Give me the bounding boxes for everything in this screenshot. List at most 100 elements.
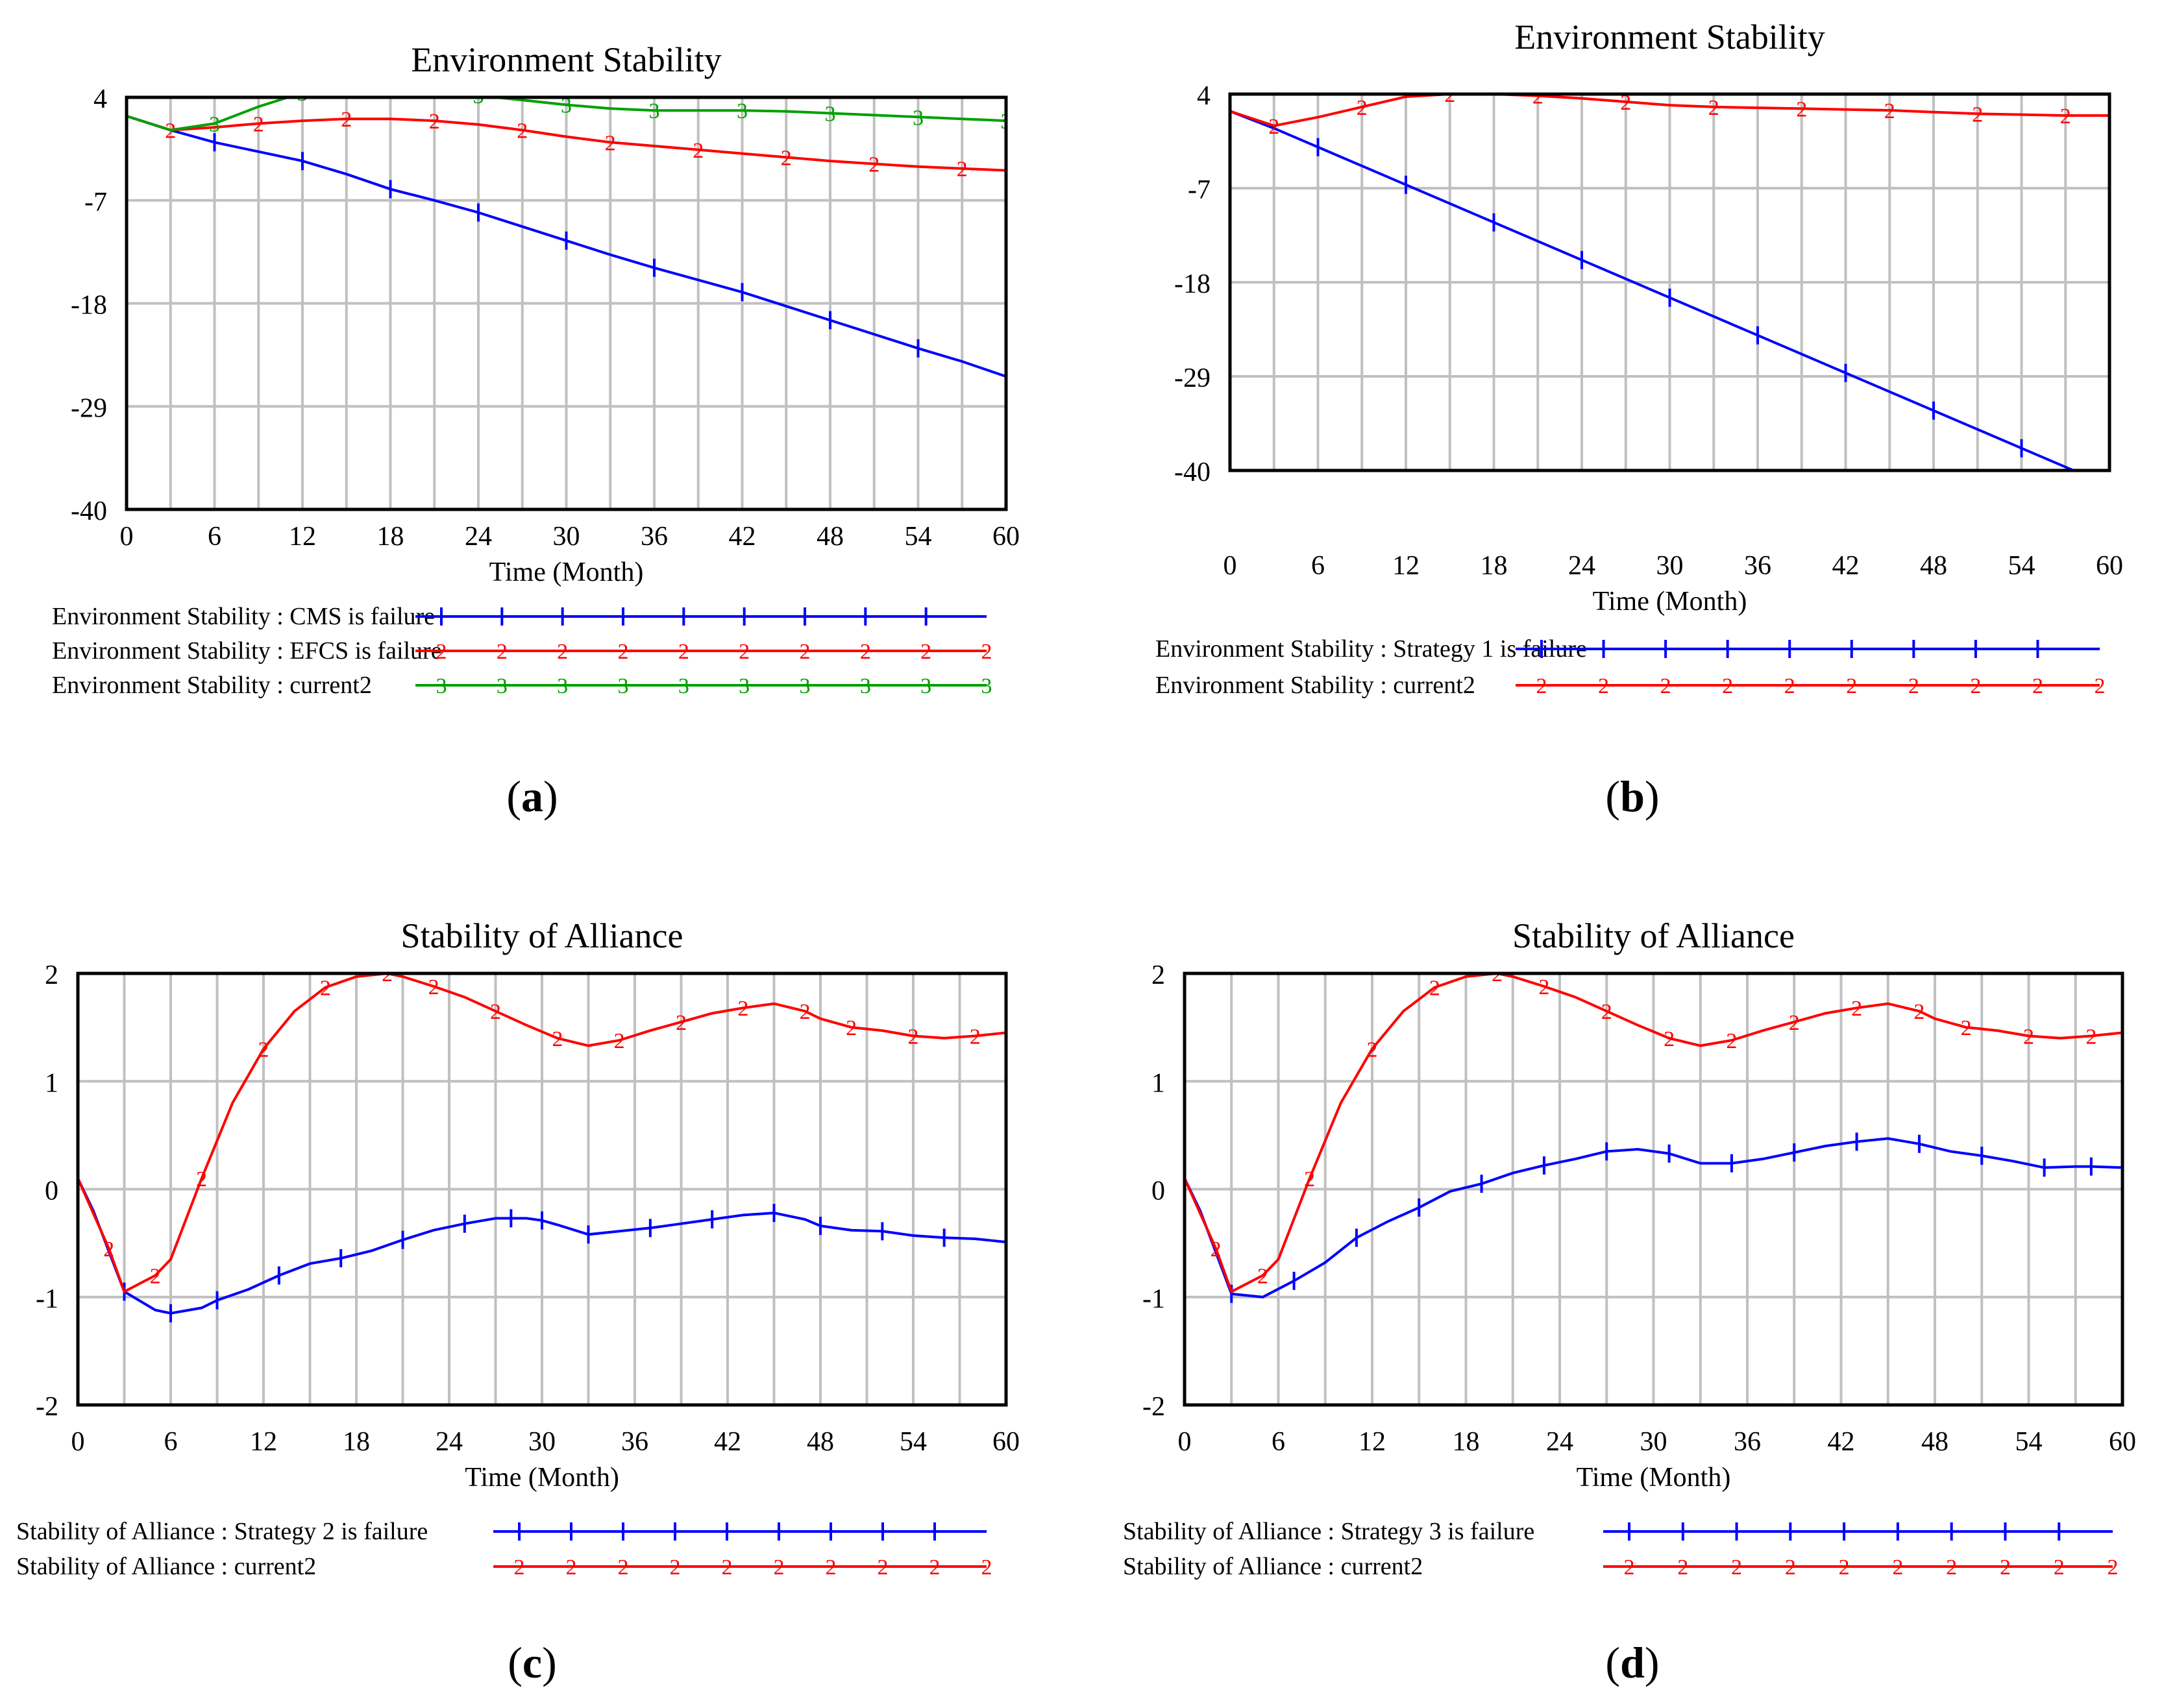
x-tick-label: 0: [120, 522, 134, 552]
data-point-marker: 3: [561, 94, 572, 118]
plot-area: 2 2 2 2 22 2 2 2 233 3 3 3 3 3 3 3 3: [127, 77, 1006, 386]
x-axis-label: Time (Month): [489, 557, 644, 587]
y-tick-label: 0: [45, 1177, 58, 1206]
x-axis-label: Time (Month): [465, 1463, 619, 1493]
y-tick-label: -29: [71, 393, 107, 423]
data-point-marker: 2: [957, 158, 968, 182]
x-tick-label: 0: [1223, 551, 1237, 581]
data-point-marker: 2: [737, 997, 748, 1021]
data-point-marker: 2: [1492, 962, 1503, 986]
data-point-marker: 2: [781, 146, 792, 170]
data-point-marker: 3: [737, 99, 748, 123]
x-tick-label: 12: [1392, 551, 1420, 581]
legend-marker: 2: [497, 640, 508, 664]
legend-marker: 2: [557, 640, 568, 664]
legend-marker: 2: [1839, 1556, 1850, 1580]
legend-marker: 2: [722, 1556, 733, 1580]
data-point-marker: 2: [1532, 85, 1543, 109]
legend-marker: 2: [981, 1556, 992, 1580]
data-point-marker: 2: [490, 1000, 501, 1024]
x-tick-label: 60: [992, 522, 1020, 552]
x-tick-label: 30: [528, 1427, 556, 1457]
plot-frame: [125, 95, 1008, 511]
x-tick-label: 24: [1568, 551, 1595, 581]
data-point-marker: 2: [1972, 103, 1983, 127]
data-point-marker: 3: [385, 77, 396, 101]
chart-title: Stability of Alliance: [401, 916, 683, 955]
panel-label: (d): [1605, 1638, 1659, 1687]
legend-marker: 2: [920, 640, 931, 664]
chart-panel-b: Environment Stability 4 -7 -18 -29 -40 0 6 12 18 2…: [1155, 18, 2123, 821]
series-line-1: [78, 1178, 1006, 1315]
legend-marker: 2: [1846, 674, 1857, 698]
legend-marker: 2: [981, 640, 992, 664]
data-point-marker: 3: [473, 84, 484, 108]
x-tick-label: 30: [1640, 1427, 1667, 1457]
y-tick-label: -2: [1142, 1392, 1165, 1422]
series-line-2: [1230, 94, 2109, 127]
data-point-marker: 3: [825, 103, 836, 127]
x-tick-label: 36: [1744, 551, 1771, 581]
series-line-2: [78, 973, 1006, 1294]
data-point-marker: 2: [868, 152, 879, 177]
y-tick-label: -29: [1174, 363, 1211, 393]
data-point-marker: 2: [2060, 104, 2071, 128]
data-point-marker: 2: [1268, 115, 1279, 139]
gridlines: [1185, 972, 2122, 1406]
data-point-marker: 2: [1304, 1167, 1315, 1191]
legend-marker: 2: [1598, 674, 1609, 698]
legend-marker: 2: [774, 1556, 785, 1580]
y-tick-label: -7: [84, 188, 107, 217]
data-point-marker: 2: [846, 1016, 857, 1040]
x-tick-label: 54: [900, 1427, 927, 1457]
x-tick-label: 42: [729, 522, 756, 552]
y-tick-label: -1: [1142, 1284, 1165, 1314]
legend-marker: 2: [1892, 1556, 1903, 1580]
data-point-marker: 3: [649, 99, 660, 123]
x-tick-label: 60: [992, 1427, 1020, 1457]
legend-marker: 2: [1784, 674, 1795, 698]
x-tick-label: 0: [71, 1427, 85, 1457]
y-tick-label: 2: [1151, 960, 1165, 990]
legend-marker: 2: [514, 1556, 525, 1580]
legend-marker: 3: [981, 674, 992, 698]
legend-marker: 2: [1785, 1556, 1796, 1580]
data-point-marker: 2: [428, 975, 439, 999]
panel-label: (c): [508, 1638, 557, 1687]
x-tick-label: 12: [1359, 1427, 1386, 1457]
x-tick-label: 42: [1828, 1427, 1855, 1457]
x-tick-label: 18: [377, 522, 404, 552]
legend-entry-label: Stability of Alliance : current2: [16, 1553, 316, 1580]
legend-marker: 2: [436, 640, 447, 664]
data-point-marker: 2: [1789, 1011, 1800, 1035]
x-tick-label: 60: [2109, 1427, 2136, 1457]
x-tick-label: 54: [905, 522, 932, 552]
data-point-marker: 2: [258, 1038, 269, 1062]
legend-entry-label: Environment Stability : current2: [52, 672, 372, 699]
data-point-marker: 2: [1851, 997, 1862, 1021]
data-point-marker: 2: [150, 1265, 161, 1289]
data-point-marker: 2: [1884, 99, 1895, 123]
data-point-marker: 2: [1664, 1027, 1675, 1051]
y-tick-label: 2: [45, 960, 58, 990]
x-tick-label: 24: [1546, 1427, 1573, 1457]
data-point-marker: 2: [970, 1025, 981, 1049]
legend-marker: 2: [1946, 1556, 1957, 1580]
x-tick-label: 18: [343, 1427, 370, 1457]
y-tick-label: -40: [71, 496, 107, 526]
x-tick-label: 18: [1481, 551, 1508, 581]
data-point-marker: 2: [1429, 977, 1440, 1001]
panel-label: (b): [1605, 772, 1659, 821]
x-tick-label: 24: [436, 1427, 463, 1457]
x-tick-label: 24: [465, 522, 492, 552]
legend-marker: 3: [497, 674, 508, 698]
y-tick-label: -1: [36, 1284, 58, 1314]
data-point-marker: 2: [1796, 97, 1807, 121]
data-point-marker: 2: [1601, 1000, 1612, 1024]
legend-marker: 2: [1677, 1556, 1688, 1580]
legend-marker: 2: [1908, 674, 1919, 698]
data-point-marker: 2: [800, 1000, 811, 1024]
y-tick-label: -18: [1174, 269, 1211, 299]
data-point-marker: 2: [1444, 83, 1455, 107]
